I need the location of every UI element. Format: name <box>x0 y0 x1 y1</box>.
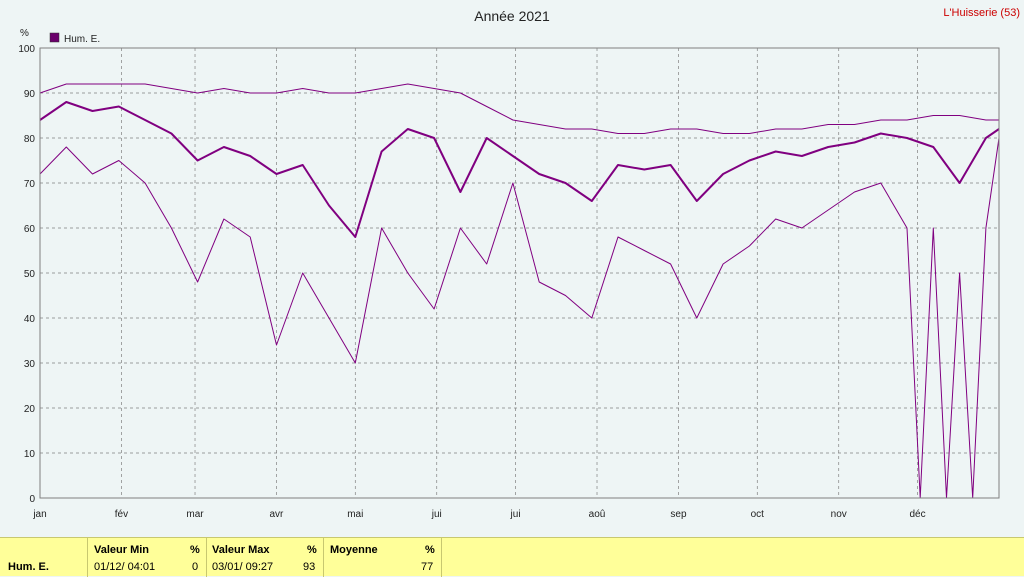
y-tick-label: 30 <box>24 359 36 370</box>
series-lines <box>39 83 1000 499</box>
chart-title: Année 2021 <box>474 8 550 24</box>
legend-swatch <box>49 32 60 43</box>
stats-panel: Hum. E. Valeur Min % 01/12/ 04:01 0 Vale… <box>0 537 1024 577</box>
y-tick-label: 60 <box>24 224 36 235</box>
x-tick-label: mai <box>347 509 363 520</box>
x-tick-label: jui <box>431 509 442 520</box>
y-tick-label: 10 <box>24 449 36 460</box>
chart: Année 2021 L'Huisserie (53) % Hum. E. 0 1… <box>18 7 1020 520</box>
mean-unit: % <box>425 544 435 556</box>
y-unit-label: % <box>20 28 29 39</box>
max-unit: % <box>307 544 317 556</box>
y-tick-label: 50 <box>24 269 36 280</box>
x-tick-label: nov <box>831 509 847 520</box>
series-line-max <box>39 83 999 134</box>
min-time: 01/12/ 04:01 <box>94 561 156 573</box>
y-tick-label: 100 <box>18 44 35 55</box>
stats-divider <box>206 538 207 577</box>
stats-divider <box>323 538 324 577</box>
max-value: 93 <box>303 561 316 573</box>
min-unit: % <box>190 544 200 556</box>
min-value: 0 <box>192 561 199 573</box>
y-tick-label: 90 <box>24 89 36 100</box>
y-tick-label: 70 <box>24 179 36 190</box>
station-label: L'Huisserie (53) <box>943 7 1020 19</box>
axis-ticks: 0 10 20 30 40 50 60 70 80 90 100 jan fév mar avr mai jui… <box>18 44 925 520</box>
y-tick-label: 0 <box>29 494 35 505</box>
y-tick-label: 80 <box>24 134 36 145</box>
min-header: Valeur Min <box>94 544 150 556</box>
x-tick-label: oct <box>751 509 765 520</box>
x-tick-label: jui <box>510 509 521 520</box>
series-line-min <box>39 137 1000 499</box>
x-tick-label: sep <box>670 509 687 520</box>
stats-divider <box>87 538 88 577</box>
x-tick-label: mar <box>186 509 204 520</box>
stats-divider <box>441 538 442 577</box>
plot-frame <box>39 47 1000 499</box>
series-line-mean <box>39 101 1000 238</box>
max-time: 03/01/ 09:27 <box>212 561 274 573</box>
x-tick-label: jan <box>32 509 46 520</box>
x-tick-label: avr <box>270 509 285 520</box>
y-tick-label: 40 <box>24 314 36 325</box>
max-header: Valeur Max <box>212 544 270 556</box>
legend-label: Hum. E. <box>64 34 100 45</box>
y-tick-label: 20 <box>24 404 36 415</box>
mean-value: 77 <box>421 561 434 573</box>
x-tick-label: fév <box>115 509 128 520</box>
mean-header: Moyenne <box>330 544 378 556</box>
x-tick-label: déc <box>909 509 925 520</box>
x-tick-label: aoû <box>589 509 606 520</box>
grid <box>40 48 999 498</box>
stats-row-label: Hum. E. <box>8 561 49 573</box>
